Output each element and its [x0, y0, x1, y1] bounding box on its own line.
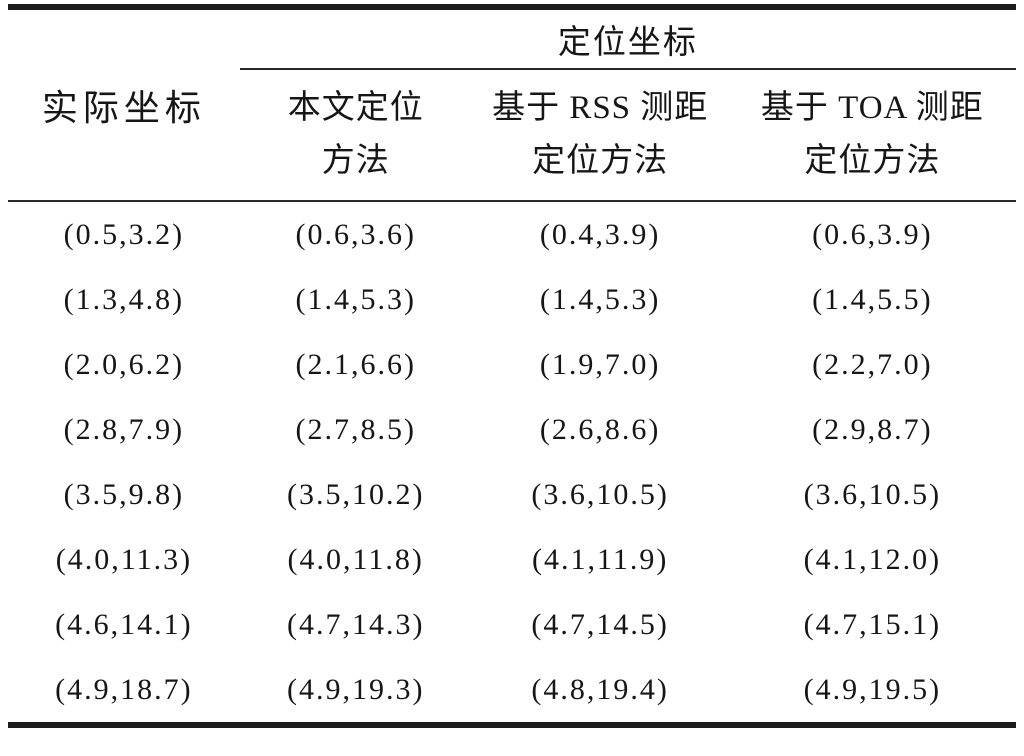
- actual-coordinates-header: 实际坐标: [8, 7, 240, 202]
- cell-rss: (4.1,11.9): [531, 542, 669, 576]
- rss-method-header: 基于 RSS 测距 定位方法: [471, 69, 729, 202]
- cell-proposed: (0.6,3.6): [295, 217, 416, 251]
- cell-actual: (0.5,3.2): [63, 217, 185, 251]
- localization-results-table: 实际坐标 定位坐标 本文定位 方法 基于 RSS 测距 定位方法 基于 TOA …: [8, 4, 1016, 728]
- table-row: (4.9,18.7) (4.9,19.3) (4.8,19.4) (4.9,19…: [8, 657, 1016, 725]
- table-row: (3.5,9.8) (3.5,10.2) (3.6,10.5) (3.6,10.…: [8, 462, 1016, 527]
- toa-method-header-line1: 基于 TOA 测距: [760, 90, 984, 127]
- cell-toa: (0.6,3.9): [812, 217, 933, 251]
- cell-toa: (2.2,7.0): [812, 347, 933, 381]
- proposed-method-header-line2: 方法: [321, 143, 390, 179]
- cell-rss: (2.6,8.6): [539, 412, 661, 446]
- cell-rss: (4.7,14.5): [531, 607, 669, 641]
- cell-actual: (4.0,11.3): [55, 542, 193, 576]
- cell-actual: (4.9,18.7): [55, 672, 193, 706]
- proposed-method-header: 本文定位 方法: [239, 69, 472, 202]
- cell-proposed: (4.0,11.8): [287, 542, 424, 576]
- table-row: (0.5,3.2) (0.6,3.6) (0.4,3.9) (0.6,3.9): [8, 201, 1016, 267]
- proposed-method-header-line1: 本文定位: [287, 90, 424, 127]
- cell-rss: (1.4,5.3): [539, 282, 661, 316]
- table-row: (2.0,6.2) (2.1,6.6) (1.9,7.0) (2.2,7.0): [8, 332, 1016, 397]
- cell-toa: (4.9,19.5): [803, 672, 942, 706]
- table-row: (1.3,4.8) (1.4,5.3) (1.4,5.3) (1.4,5.5): [8, 267, 1016, 332]
- cell-proposed: (1.4,5.3): [295, 282, 416, 316]
- method-header-row: 本文定位 方法 基于 RSS 测距 定位方法 基于 TOA 测距 定位方法: [8, 69, 1016, 202]
- cell-toa: (4.7,15.1): [803, 607, 942, 641]
- group-header-row: 实际坐标 定位坐标: [8, 7, 1016, 202]
- cell-actual: (4.6,14.1): [55, 607, 193, 641]
- localization-coordinates-group-header: 定位坐标: [239, 7, 1016, 70]
- table-row: (2.8,7.9) (2.7,8.5) (2.6,8.6) (2.9,8.7): [8, 397, 1016, 462]
- cell-proposed: (4.9,19.3): [287, 672, 425, 706]
- toa-method-header: 基于 TOA 测距 定位方法: [728, 69, 1016, 202]
- cell-toa: (4.1,12.0): [803, 542, 942, 576]
- cell-proposed: (3.5,10.2): [287, 477, 425, 511]
- cell-rss: (1.9,7.0): [539, 347, 661, 381]
- cell-toa: (1.4,5.5): [812, 282, 933, 316]
- cell-actual: (1.3,4.8): [63, 282, 185, 316]
- cell-proposed: (4.7,14.3): [287, 607, 425, 641]
- cell-toa: (2.9,8.7): [812, 412, 933, 446]
- cell-rss: (3.6,10.5): [531, 477, 669, 511]
- cell-toa: (3.6,10.5): [803, 477, 942, 511]
- toa-method-header-line2: 定位方法: [804, 143, 941, 179]
- cell-actual: (2.8,7.9): [63, 412, 185, 446]
- cell-rss: (0.4,3.9): [539, 217, 661, 251]
- rss-method-header-line1: 基于 RSS 测距: [492, 90, 709, 127]
- cell-actual: (2.0,6.2): [63, 347, 185, 381]
- rss-method-header-line2: 定位方法: [532, 143, 669, 179]
- table-row: (4.6,14.1) (4.7,14.3) (4.7,14.5) (4.7,15…: [8, 592, 1016, 657]
- cell-proposed: (2.7,8.5): [295, 412, 416, 446]
- cell-proposed: (2.1,6.6): [295, 347, 416, 381]
- cell-actual: (3.5,9.8): [63, 477, 185, 511]
- table-row: (4.0,11.3) (4.0,11.8) (4.1,11.9) (4.1,12…: [8, 527, 1016, 592]
- cell-rss: (4.8,19.4): [531, 672, 669, 706]
